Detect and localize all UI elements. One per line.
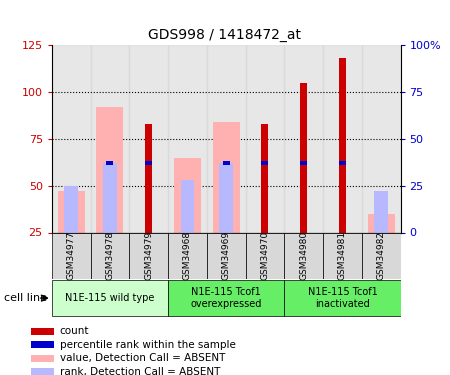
FancyBboxPatch shape <box>246 232 284 279</box>
Text: cell line: cell line <box>4 293 48 303</box>
FancyBboxPatch shape <box>284 280 400 316</box>
Text: count: count <box>60 326 89 336</box>
FancyBboxPatch shape <box>284 232 323 279</box>
Bar <box>219 163 233 232</box>
Text: GSM34982: GSM34982 <box>377 231 386 280</box>
Bar <box>261 124 268 232</box>
FancyBboxPatch shape <box>168 232 207 279</box>
Bar <box>31 328 54 334</box>
Bar <box>300 161 307 165</box>
Text: GSM34978: GSM34978 <box>105 231 114 280</box>
FancyBboxPatch shape <box>90 232 129 279</box>
Text: GSM34968: GSM34968 <box>183 231 192 280</box>
Bar <box>31 341 54 348</box>
Text: GSM34977: GSM34977 <box>67 231 76 280</box>
Text: value, Detection Call = ABSENT: value, Detection Call = ABSENT <box>60 353 225 363</box>
Text: N1E-115 Tcof1
overexpressed: N1E-115 Tcof1 overexpressed <box>190 287 262 309</box>
Bar <box>284 45 323 232</box>
Bar <box>261 161 268 165</box>
Text: rank, Detection Call = ABSENT: rank, Detection Call = ABSENT <box>60 367 220 375</box>
Bar <box>223 161 230 165</box>
FancyBboxPatch shape <box>323 232 362 279</box>
FancyBboxPatch shape <box>52 280 168 316</box>
Bar <box>212 122 240 232</box>
Text: GSM34980: GSM34980 <box>299 231 308 280</box>
Bar <box>103 163 117 232</box>
Bar <box>368 214 395 232</box>
Bar <box>362 45 400 232</box>
FancyBboxPatch shape <box>168 280 284 316</box>
Bar <box>129 45 168 232</box>
Text: GSM34981: GSM34981 <box>338 231 347 280</box>
FancyBboxPatch shape <box>52 232 90 279</box>
Bar <box>145 161 152 165</box>
Bar <box>64 186 78 232</box>
Bar <box>58 191 85 232</box>
Bar <box>374 191 388 232</box>
Bar <box>339 58 346 232</box>
Bar <box>168 45 207 232</box>
Bar <box>145 124 152 232</box>
Bar <box>31 355 54 362</box>
Text: GDS998 / 1418472_at: GDS998 / 1418472_at <box>148 28 302 42</box>
Bar <box>180 180 194 232</box>
Bar <box>323 45 362 232</box>
FancyBboxPatch shape <box>129 232 168 279</box>
Bar <box>96 107 123 232</box>
Text: GSM34979: GSM34979 <box>144 231 153 280</box>
Bar <box>31 368 54 375</box>
Bar <box>300 82 307 232</box>
Text: GSM34970: GSM34970 <box>261 231 270 280</box>
Text: N1E-115 wild type: N1E-115 wild type <box>65 293 154 303</box>
Text: N1E-115 Tcof1
inactivated: N1E-115 Tcof1 inactivated <box>307 287 377 309</box>
Bar <box>52 45 90 232</box>
Bar <box>207 45 246 232</box>
FancyBboxPatch shape <box>207 232 246 279</box>
Text: percentile rank within the sample: percentile rank within the sample <box>60 340 236 350</box>
Bar <box>174 158 201 232</box>
Bar <box>246 45 284 232</box>
Text: GSM34969: GSM34969 <box>221 231 230 280</box>
Bar <box>339 161 346 165</box>
Bar <box>106 161 113 165</box>
FancyBboxPatch shape <box>362 232 400 279</box>
Bar <box>90 45 129 232</box>
